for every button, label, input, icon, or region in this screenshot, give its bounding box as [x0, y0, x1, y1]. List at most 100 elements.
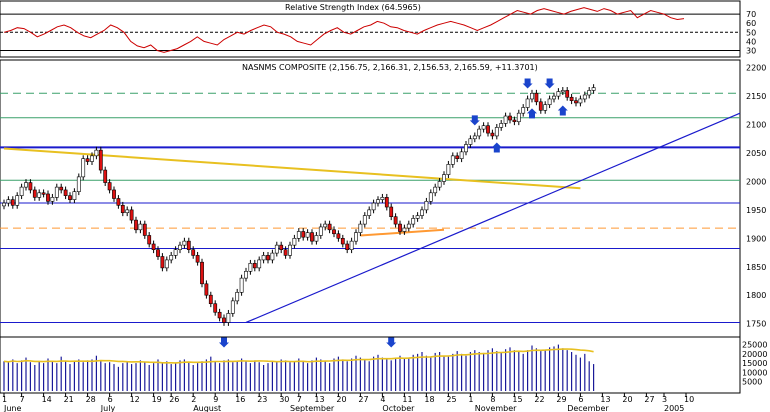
- candle-body: [94, 149, 99, 157]
- candle-body: [208, 294, 213, 305]
- rsi-panel: [0, 0, 741, 58]
- candle-body: [120, 205, 125, 214]
- candle-body: [525, 98, 530, 108]
- candle-body: [147, 235, 152, 245]
- candle-body: [138, 223, 143, 231]
- x-day-label: 14: [42, 395, 52, 404]
- up-arrow-icon: [557, 105, 568, 116]
- candle-body: [389, 206, 394, 217]
- candle-body: [380, 197, 385, 200]
- candle-body: [560, 90, 565, 93]
- candle-body: [195, 255, 200, 263]
- candle-body: [428, 192, 433, 202]
- x-day-label: 21: [64, 395, 74, 404]
- volume-tick-label: 25000: [742, 341, 767, 350]
- candle-body: [490, 132, 495, 137]
- candle-body: [459, 151, 464, 159]
- volume-tick-label: 5000: [742, 378, 762, 387]
- candle-body: [310, 232, 314, 242]
- candle-body: [28, 182, 33, 191]
- up-arrow-icon: [527, 108, 537, 119]
- candle-body: [477, 128, 482, 137]
- candle-body: [547, 98, 552, 105]
- down-arrow-icon: [544, 78, 555, 89]
- candle-body: [116, 198, 121, 206]
- candle-body: [349, 240, 354, 250]
- x-day-label: 6: [108, 395, 113, 404]
- x-day-label: 28: [86, 395, 96, 404]
- rsi-tick-label: 50: [746, 28, 756, 37]
- candle-body: [402, 227, 407, 232]
- volume-tick-label: 15000: [742, 359, 767, 368]
- candle-body: [142, 223, 147, 236]
- candle-body: [85, 158, 90, 162]
- candle-body: [244, 270, 248, 279]
- x-day-label: 3: [662, 395, 667, 404]
- volume-panel: [0, 336, 741, 394]
- down-arrow-icon: [469, 115, 480, 126]
- candle-body: [15, 195, 20, 206]
- candle-body: [534, 92, 539, 103]
- x-day-label: 16: [235, 395, 245, 404]
- candle-body: [393, 216, 398, 225]
- candle-body: [516, 112, 521, 123]
- candle-body: [486, 125, 490, 134]
- rsi-tick-label: 60: [746, 19, 756, 28]
- down-arrow-icon: [522, 78, 533, 89]
- candle-body: [327, 223, 332, 231]
- candle-body: [543, 104, 548, 111]
- candle-body: [19, 186, 24, 196]
- candle-body: [305, 232, 310, 238]
- candle-body: [200, 261, 204, 285]
- candle-body: [173, 249, 178, 256]
- price-tick-label: 1900: [746, 234, 766, 243]
- candle-body: [41, 192, 46, 195]
- candle-body: [420, 209, 424, 216]
- price-tick-label: 1850: [746, 263, 766, 272]
- x-day-label: 7: [20, 395, 25, 404]
- candle-body: [217, 311, 222, 319]
- candle-body: [301, 231, 306, 238]
- candle-body: [508, 115, 512, 121]
- candle-body: [54, 186, 59, 198]
- candle-body: [398, 223, 402, 232]
- x-day-label: 9: [213, 395, 218, 404]
- candle-body: [204, 283, 209, 296]
- volume-arrow-icon: [219, 337, 229, 348]
- candle-body: [191, 249, 196, 256]
- price-tick-label: 2150: [746, 92, 766, 101]
- candle-body: [468, 138, 473, 145]
- candle-body: [314, 235, 319, 242]
- candle-body: [521, 107, 526, 114]
- candle-body: [46, 193, 50, 202]
- candle-body: [464, 144, 468, 153]
- candle-body: [182, 240, 187, 246]
- candle-body: [384, 197, 389, 208]
- x-day-label: 22: [534, 395, 544, 404]
- x-day-label: 20: [622, 395, 632, 404]
- candle-body: [81, 158, 86, 178]
- x-month-label: July: [100, 404, 116, 412]
- x-day-label: 23: [257, 395, 267, 404]
- candle-body: [503, 115, 508, 124]
- x-day-label: 1: [468, 395, 473, 404]
- candle-body: [367, 209, 372, 216]
- price-tick-label: 2200: [746, 64, 766, 73]
- x-month-label: June: [3, 404, 22, 412]
- x-day-label: 15: [512, 395, 522, 404]
- x-day-label: 20: [336, 395, 346, 404]
- x-day-label: 27: [644, 395, 654, 404]
- price-tick-label: 1750: [746, 320, 766, 329]
- candle-body: [358, 223, 363, 233]
- x-month-label: December: [567, 404, 609, 412]
- candle-body: [279, 244, 284, 250]
- rsi-line: [3, 7, 685, 53]
- x-month-label: August: [193, 404, 221, 412]
- x-day-label: 13: [314, 395, 324, 404]
- candle-body: [446, 164, 451, 175]
- x-day-label: 13: [600, 395, 610, 404]
- volume-tick-label: 10000: [742, 368, 767, 377]
- candle-body: [6, 199, 11, 204]
